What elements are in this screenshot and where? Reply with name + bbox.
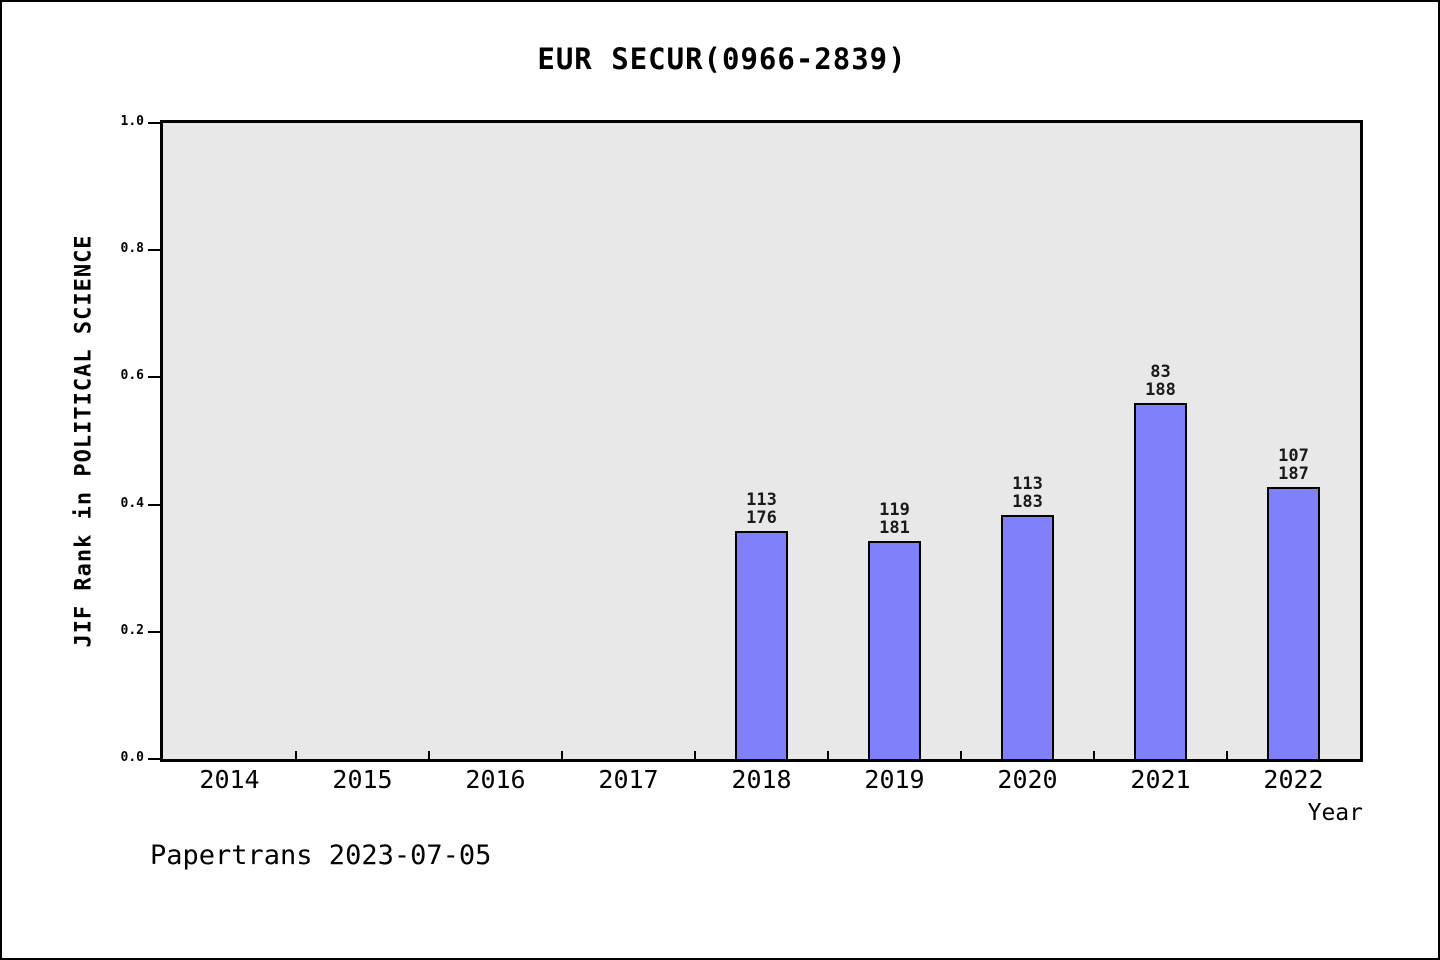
bar-rank-value: 119 <box>879 499 910 520</box>
y-tick-label: 0.0 <box>120 750 144 765</box>
y-tick-mark <box>148 122 160 124</box>
x-tick-label: 2019 <box>864 765 925 794</box>
y-tick-mark <box>148 630 160 633</box>
y-tick-mark <box>148 758 160 760</box>
bar-label-2018: 113 176 <box>712 489 812 529</box>
x-tick-label: 2017 <box>598 765 659 794</box>
bar-2022 <box>1267 487 1320 759</box>
x-axis-title: Year <box>1307 800 1363 826</box>
x-tick-mark <box>694 751 696 759</box>
x-tick-mark <box>561 751 563 759</box>
x-tick-label: 2014 <box>199 765 260 794</box>
x-tick-mark <box>1093 751 1095 759</box>
y-tick-mark <box>148 376 160 379</box>
y-tick-label: 0.2 <box>120 622 144 638</box>
bar-2021 <box>1134 403 1187 759</box>
bar-rank-value: 83 <box>1150 361 1171 382</box>
y-tick-mark <box>148 249 160 252</box>
bar-2018 <box>735 531 788 759</box>
x-tick-label: 2018 <box>731 765 792 794</box>
bar-total-value: 183 <box>1012 492 1043 513</box>
x-tick-mark <box>960 751 962 759</box>
bar-total-value: 188 <box>1145 380 1176 401</box>
x-tick-mark <box>295 751 297 759</box>
bar-total-value: 187 <box>1278 464 1309 485</box>
bar-label-2022: 107 187 <box>1244 445 1344 485</box>
y-axis-title: JIF Rank in POLITICAL SCIENCE <box>71 234 97 648</box>
y-tick-label: 0.8 <box>120 241 144 257</box>
bar-label-2021: 83 188 <box>1111 361 1211 401</box>
bar-rank-value: 113 <box>746 489 777 510</box>
x-tick-mark <box>827 751 829 759</box>
bar-total-value: 181 <box>879 518 910 539</box>
y-tick-label: 0.6 <box>120 368 144 384</box>
footer-note: Papertrans 2023-07-05 <box>150 840 492 871</box>
x-tick-label: 2020 <box>997 765 1058 794</box>
bar-2019 <box>868 541 921 759</box>
y-tick-mark <box>148 503 160 506</box>
x-tick-label: 2015 <box>332 765 393 794</box>
x-tick-mark <box>1226 751 1228 759</box>
bar-label-2019: 119 181 <box>845 499 945 539</box>
bar-total-value: 176 <box>746 508 777 529</box>
bar-label-2020: 113 183 <box>978 473 1078 513</box>
x-tick-label: 2022 <box>1263 765 1324 794</box>
bar-rank-value: 113 <box>1012 473 1043 494</box>
bar-rank-value: 107 <box>1278 445 1309 466</box>
x-tick-label: 2021 <box>1130 765 1191 794</box>
bar-2020 <box>1001 515 1054 759</box>
plot-area: 113 176 119 181 113 183 83 188 107 187 <box>160 120 1363 762</box>
chart-title: EUR SECUR(0966-2839) <box>537 42 907 76</box>
y-tick-label: 1.0 <box>120 114 144 129</box>
y-tick-label: 0.4 <box>120 495 144 511</box>
x-tick-label: 2016 <box>465 765 526 794</box>
x-tick-mark <box>428 751 430 759</box>
